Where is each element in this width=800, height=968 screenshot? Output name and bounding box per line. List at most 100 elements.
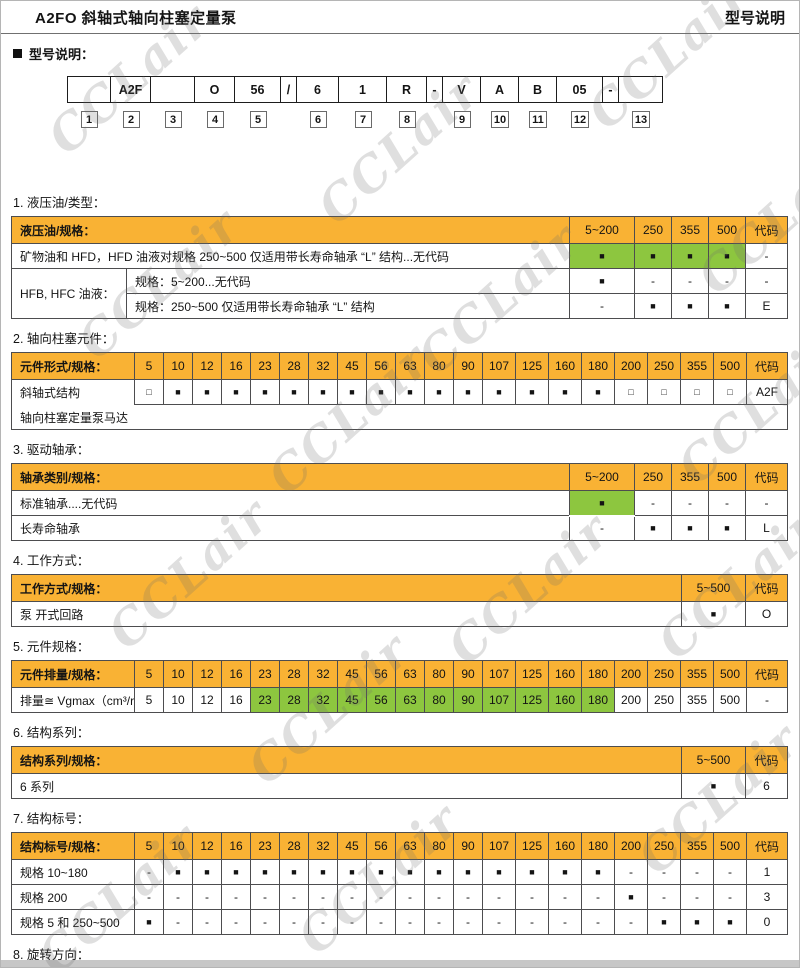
model-code-number-slot: 5 <box>235 111 281 128</box>
model-code-number-slot: 6 <box>297 111 339 128</box>
operation-mode-table: 工作方式/规格： 5~500 代码泵 开式回路 ■ O <box>11 574 788 627</box>
table-cell: ■ <box>569 490 635 517</box>
model-code-number-slot: 3 <box>151 111 195 128</box>
column-header: 180 <box>581 660 615 688</box>
column-header: 56 <box>366 352 396 380</box>
column-header: 200 <box>614 660 648 688</box>
table-cell: ■ <box>453 379 483 405</box>
model-code-cell: / <box>281 76 297 103</box>
table-cell: ■ <box>548 379 582 405</box>
hydraulic-fluid-type-table: 液压油/规格： 5~200 250 355 500 代码 矿物油和 HFD，HFD 油液对规… <box>11 216 788 319</box>
section-operation-mode: 4. 工作方式： 工作方式/规格： 5~500 代码泵 开式回路 ■ O <box>1 550 799 627</box>
section-hydraulic-fluid-type: 1. 液压油/类型： 液压油/规格： 5~200 250 355 500 代码 矿物油和 HF… <box>1 192 799 319</box>
column-header: 10 <box>163 832 193 860</box>
table-row: 长寿命轴承 - ■ ■ ■ L <box>11 515 788 541</box>
model-code-number-slot: 8 <box>387 111 427 128</box>
table-cell: L <box>745 515 788 541</box>
column-header: 56 <box>366 832 396 860</box>
column-header: 5~200 <box>569 216 635 244</box>
model-code-cell: - <box>603 76 619 103</box>
page-bottom-edge <box>1 960 799 967</box>
table-row: 轴向柱塞定量泵马达 <box>11 404 788 430</box>
column-header: 90 <box>453 660 483 688</box>
table-cell: 规格：250~500 仅适用带长寿命轴承 “L” 结构 <box>126 293 570 319</box>
page-subtitle: 型号说明 <box>724 9 785 27</box>
column-header: 250 <box>647 832 681 860</box>
table-cell: - <box>680 884 714 910</box>
column-header: 结构标号/规格： <box>11 832 135 860</box>
column-header: 代码 <box>746 352 788 380</box>
column-header: 元件排量/规格： <box>11 660 135 688</box>
table-cell: - <box>308 884 338 910</box>
column-header: 45 <box>337 352 367 380</box>
model-code-number: 10 <box>490 111 510 128</box>
column-header: 355 <box>671 463 709 491</box>
table-cell: 轴向柱塞定量泵马达 <box>11 404 788 430</box>
table-cell: - <box>614 859 648 885</box>
header-row: 工作方式/规格： 5~500 代码 <box>11 574 788 602</box>
column-header: 16 <box>221 352 251 380</box>
table-cell: - <box>337 909 367 935</box>
column-header: 12 <box>192 352 222 380</box>
table-cell: ■ <box>708 243 746 269</box>
table-cell: - <box>581 884 615 910</box>
table-cell: ■ <box>221 859 251 885</box>
column-header: 12 <box>192 660 222 688</box>
table-cell: - <box>671 490 709 516</box>
column-header: 160 <box>548 832 582 860</box>
table-cell: ■ <box>681 601 746 627</box>
table-cell: - <box>745 243 788 269</box>
model-code-cell: A2F <box>111 76 151 103</box>
model-code-cell: O <box>195 76 235 103</box>
column-header: 500 <box>713 660 747 688</box>
column-header: 500 <box>708 216 746 244</box>
section-heading: 5. 元件规格： <box>13 640 90 654</box>
table-cell: - <box>221 909 251 935</box>
table-cell: 125 <box>515 687 549 713</box>
table-cell: ■ <box>453 859 483 885</box>
table-row: 规格 200- - - - - - - - - - - - - - - - ■ - - -3 <box>11 884 788 910</box>
column-header: 12 <box>192 832 222 860</box>
table-row: 标准轴承....无代码 ■ - - - - <box>11 490 788 517</box>
column-header: 23 <box>250 832 280 860</box>
table-cell: - <box>308 909 338 935</box>
table-cell: - <box>163 884 193 910</box>
column-header: 代码 <box>745 463 788 491</box>
table-cell: HFB, HFC 油液： <box>11 268 127 319</box>
table-row: 排量≅ Vgmax（cm³/r） 5 10 12 16 23 28 32 45 56 63 80 90 1… <box>11 687 788 713</box>
table-cell: - <box>424 884 454 910</box>
column-header: 代码 <box>746 832 788 860</box>
table-cell: - <box>581 909 615 935</box>
table-cell: 107 <box>482 687 516 713</box>
table-cell: ■ <box>424 859 454 885</box>
column-header: 代码 <box>745 216 788 244</box>
column-header: 180 <box>581 832 615 860</box>
model-code-cell: R <box>387 76 427 103</box>
table-cell: - <box>634 268 672 294</box>
column-header: 355 <box>680 660 714 688</box>
table-cell: - <box>134 884 164 910</box>
column-header: 32 <box>308 832 338 860</box>
model-code-number: 7 <box>354 111 372 128</box>
column-header: 500 <box>708 463 746 491</box>
model-code-cell <box>151 76 195 103</box>
model-code-number: 8 <box>398 111 416 128</box>
column-header: 元件形式/规格： <box>11 352 135 380</box>
table-cell: - <box>634 490 672 516</box>
table-cell: - <box>482 909 516 935</box>
table-cell: ■ <box>221 379 251 405</box>
column-header: 160 <box>548 352 582 380</box>
table-cell: ■ <box>671 243 709 269</box>
column-header: 28 <box>279 352 309 380</box>
table-cell: ■ <box>366 859 396 885</box>
model-code-number-slot: 1 <box>67 111 111 128</box>
table-cell: 28 <box>279 687 309 713</box>
column-header: 90 <box>453 352 483 380</box>
table-cell: ■ <box>482 379 516 405</box>
table-cell: ■ <box>250 859 280 885</box>
table-cell: 250 <box>647 687 681 713</box>
table-cell: 5 <box>134 687 164 713</box>
column-header: 结构系列/规格： <box>11 746 682 774</box>
table-cell: ■ <box>163 859 193 885</box>
